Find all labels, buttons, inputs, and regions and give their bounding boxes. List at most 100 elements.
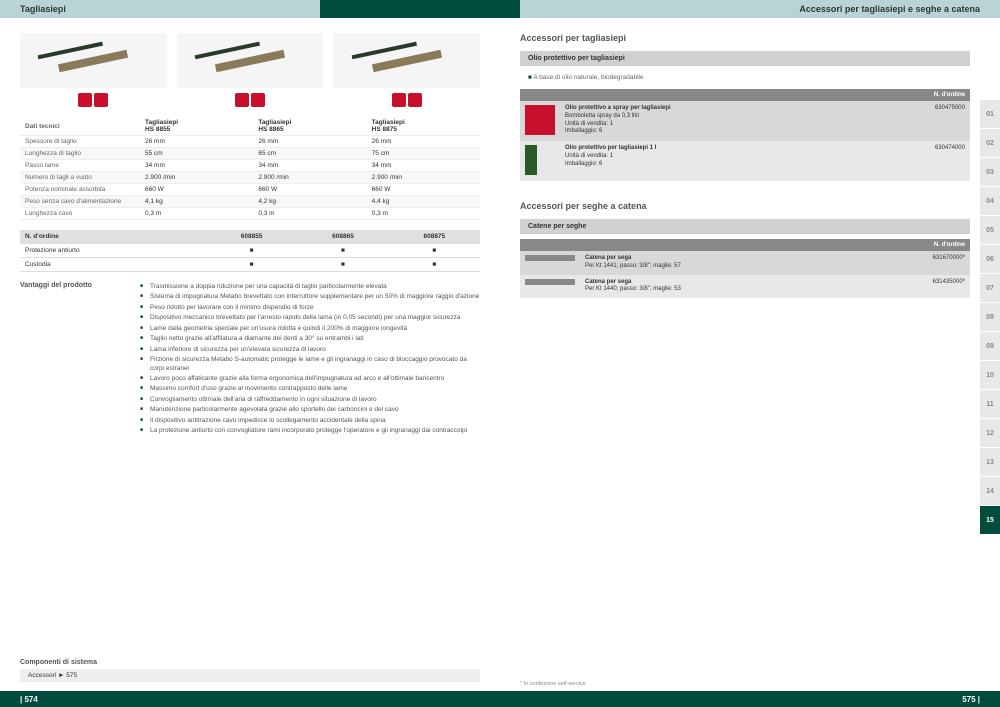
benefit-item: Lama inferiore di sicurezza per un'eleva… [140, 345, 480, 355]
sub-header: Olio protettivo per tagliasiepi [520, 51, 970, 66]
product-image [333, 33, 480, 88]
check-icon: ■ [389, 244, 480, 258]
accessory-image [520, 101, 560, 141]
section-tab[interactable]: 11 [980, 390, 1000, 418]
section-tab[interactable]: 03 [980, 158, 1000, 186]
section-tab[interactable]: 07 [980, 274, 1000, 302]
accessory-desc: Olio protettivo per tagliasiepi 1 lUnità… [560, 141, 863, 181]
section-tab[interactable]: 12 [980, 419, 1000, 447]
accessory-table: N. d'ordine Olio protettivo a spray per … [520, 89, 970, 181]
section-title: Accessori per tagliasiepi [520, 33, 970, 43]
section-tab[interactable]: 13 [980, 448, 1000, 476]
spec-label: Lunghezza cavo [20, 208, 140, 220]
order-row-label: Custodia [20, 258, 206, 272]
section-tab[interactable]: 02 [980, 129, 1000, 157]
benefits-section: Vantaggi del prodotto Trasmissione a dop… [20, 282, 480, 437]
benefit-item: Manutenzione particolarmente agevolata g… [140, 405, 480, 415]
benefit-item: Massimo comfort d'uso grazie al moviment… [140, 384, 480, 394]
spec-value: 2.900 /min [253, 172, 366, 184]
spec-value: 55 cm [140, 148, 253, 160]
section-tab[interactable]: 08 [980, 303, 1000, 331]
spec-label: Potenza nominale assorbita [20, 184, 140, 196]
left-page: Tagliasiepi Dati tecnici TagliasiepiHS 8… [0, 0, 500, 707]
sub-header: Catene per seghe [520, 219, 970, 234]
footer: | 574 [0, 691, 500, 707]
section-tab[interactable]: 01 [980, 100, 1000, 128]
product-image [177, 33, 324, 88]
accessory-image [520, 141, 560, 181]
product [177, 33, 324, 107]
benefit-item: Lavoro poco affaticante grazie alla form… [140, 374, 480, 384]
order-code: 608855 [206, 230, 297, 244]
section-tab[interactable]: 06 [980, 245, 1000, 273]
page-title: Accessori per tagliasiepi e seghe a cate… [799, 4, 980, 14]
section-tab[interactable]: 14 [980, 477, 1000, 505]
order-col: N. d'ordine [863, 89, 970, 101]
order-row-label: Protezione antiurto [20, 244, 206, 258]
benefit-item: Dispositivo meccanico brevettato per l'a… [140, 313, 480, 323]
order-col: N. d'ordine [859, 239, 971, 251]
badge-icon [251, 93, 265, 107]
components-title: Componenti di sistema [20, 659, 480, 666]
spec-value: 4,1 kg [140, 196, 253, 208]
page-number: | 574 [20, 695, 38, 704]
spec-value: 2.900 /min [140, 172, 253, 184]
header-accent [320, 0, 500, 18]
note: A base di olio naturale, biodegradabile [520, 71, 970, 84]
section-tab[interactable]: 15 [980, 506, 1000, 534]
accessory-code: 630475000 [863, 101, 970, 141]
spec-value: 0,3 m [253, 208, 366, 220]
spec-value: 65 cm [253, 148, 366, 160]
product-header: TagliasiepiHS 8875 [367, 117, 480, 136]
order-table: N. d'ordine 608855 608865 608875 Protezi… [20, 230, 480, 272]
spec-value: 660 W [367, 184, 480, 196]
spec-label: Passo lame [20, 160, 140, 172]
order-code: 608875 [389, 230, 480, 244]
benefit-item: Sistema di impugnatura Metabo brevettato… [140, 292, 480, 302]
check-icon: ■ [206, 244, 297, 258]
badge-icon [94, 93, 108, 107]
accessory-image [520, 251, 580, 275]
spec-label: Numero di tagli a vuoto [20, 172, 140, 184]
header-accent [500, 0, 520, 18]
spec-value: 660 W [140, 184, 253, 196]
benefit-item: Lame dalla geometria speciale per un'usu… [140, 324, 480, 334]
spec-label: Peso senza cavo d'alimentazione [20, 196, 140, 208]
badge-icon [235, 93, 249, 107]
product-image [20, 33, 167, 88]
components-section: Componenti di sistema Accessori ► 575 [20, 659, 480, 682]
page-title: Tagliasiepi [20, 4, 66, 14]
benefit-item: Trasmissione a doppia riduzione per una … [140, 282, 480, 292]
section-tab[interactable]: 10 [980, 361, 1000, 389]
benefit-item: Peso ridotto per lavorare con il minimo … [140, 303, 480, 313]
spec-label: Lunghezza di taglio [20, 148, 140, 160]
spec-value: 34 mm [140, 160, 253, 172]
check-icon: ■ [297, 244, 388, 258]
benefit-item: La protezione antiurto con convogliatore… [140, 426, 480, 436]
badge-icon [408, 93, 422, 107]
accessory-code: 631435000* [859, 275, 971, 299]
spec-value: 34 mm [253, 160, 366, 172]
spec-value: 4,4 kg [367, 196, 480, 208]
benefits-label: Vantaggi del prodotto [20, 282, 140, 437]
side-tabs: 010203040506070809101112131415 [980, 100, 1000, 535]
accessory-code: 631670000* [859, 251, 971, 275]
components-link: Accessori ► 575 [20, 669, 480, 682]
accessory-desc: Catena per segaPer Kt 1441; passo: 3/8";… [580, 251, 859, 275]
section-tab[interactable]: 05 [980, 216, 1000, 244]
order-header: N. d'ordine [20, 230, 206, 244]
benefit-item: Convogliamento ottimale dell'aria di raf… [140, 395, 480, 405]
benefit-item: Il dispositivo antitrazione cavo impedis… [140, 416, 480, 426]
product [20, 33, 167, 107]
benefit-item: Frizione di sicurezza Metabo S-automatic… [140, 355, 480, 374]
spec-value: 0,3 m [140, 208, 253, 220]
accessory-desc: Catena per segaPer Kt 1440; passo: 3/8";… [580, 275, 859, 299]
section-tab[interactable]: 09 [980, 332, 1000, 360]
badge-icon [392, 93, 406, 107]
section-tab[interactable]: 04 [980, 187, 1000, 215]
spec-value: 0,3 m [367, 208, 480, 220]
spec-value: 75 cm [367, 148, 480, 160]
spec-value: 26 mm [367, 136, 480, 148]
spec-label: Spessore di taglio [20, 136, 140, 148]
benefits-list: Trasmissione a doppia riduzione per una … [140, 282, 480, 437]
